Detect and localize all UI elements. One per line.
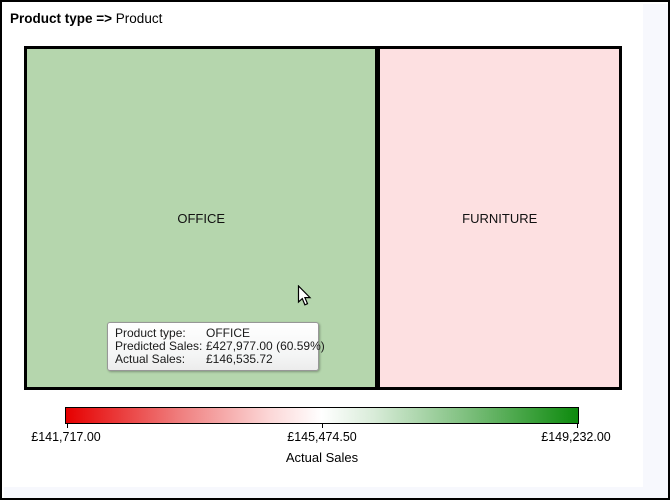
tooltip-value: £146,535.72 (206, 351, 273, 366)
treemap: OFFICE FURNITURE (24, 46, 622, 390)
tooltip-label: Product type: (115, 326, 186, 340)
legend-tick (67, 424, 68, 428)
tooltip-value: £427,977.00 (60.59%) (206, 338, 325, 353)
vertical-scrollbar-track[interactable] (643, 4, 668, 498)
breadcrumb-target: Product (115, 11, 163, 26)
treemap-cell-label: FURNITURE (462, 210, 538, 226)
color-gradient-legend (65, 407, 579, 424)
legend-tick (322, 424, 323, 428)
breadcrumb: Product type => Product (10, 11, 162, 26)
legend-tick (577, 424, 578, 428)
tooltip-value: OFFICE (206, 326, 250, 340)
data-tooltip: Product type: OFFICE Predicted Sales: £4… (107, 322, 325, 372)
legend-max-label: £149,232.00 (541, 430, 611, 444)
breadcrumb-level: Product type => (10, 11, 113, 26)
treemap-cell-label: OFFICE (177, 210, 226, 226)
treemap-cell-furniture[interactable]: FURNITURE (380, 49, 619, 387)
mouse-cursor-icon (297, 284, 312, 312)
tooltip-row: Product type: OFFICE (115, 327, 311, 340)
legend-title: Actual Sales (285, 450, 359, 465)
legend-min-label: £141,717.00 (31, 430, 101, 444)
tooltip-row: Predicted Sales: £427,977.00 (60.59%) (115, 338, 325, 353)
tooltip-row: Actual Sales: £146,535.72 (115, 351, 311, 366)
horizontal-scrollbar-track[interactable] (4, 487, 668, 498)
legend-mid-label: £145,474.50 (287, 430, 357, 444)
tooltip-label: Actual Sales: (115, 351, 186, 366)
tooltip-label: Predicted Sales: (115, 338, 203, 353)
